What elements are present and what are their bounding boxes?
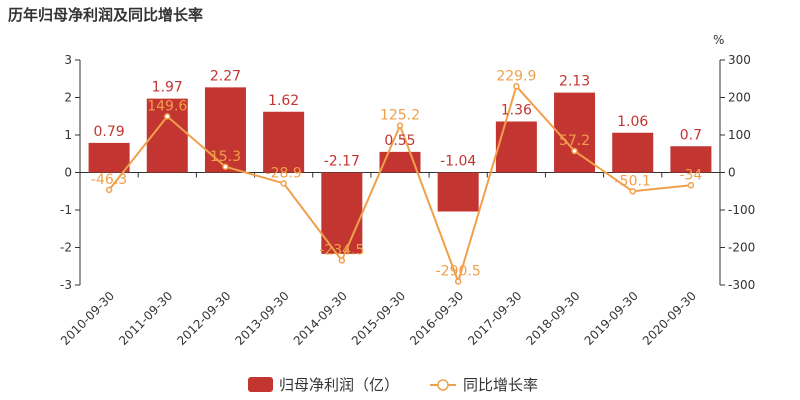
bar-value-label: 1.06 [617, 114, 648, 130]
bar-value-label: 1.62 [268, 93, 299, 109]
line-point [687, 182, 695, 189]
bar [146, 98, 188, 173]
x-axis-tick-label: 2017-09-30 [465, 289, 524, 348]
line-point [338, 257, 346, 264]
axes: 3 2 1 0 -1 -2 -3 300 200 100 0 -100 -200 -300 2010-09-… [58, 53, 755, 348]
right-axis-tick-label: 0 [728, 166, 736, 180]
chart-title: 历年归母净利润及同比增长率 [8, 6, 203, 24]
line-value-label: -234.5 [319, 242, 364, 258]
legend-bar-swatch [248, 377, 273, 392]
right-axis-tick-label: -200 [728, 241, 755, 255]
x-axis-tick-label: 2010-09-30 [58, 289, 117, 348]
x-axis-tick-label: 2018-09-30 [523, 289, 582, 348]
bar-value-label: 0.7 [680, 127, 702, 143]
line-point [280, 180, 287, 187]
bar [379, 151, 421, 173]
line-point [396, 122, 404, 129]
bar-value-label: 0.55 [384, 133, 415, 149]
left-axis-tick-label: -2 [60, 241, 72, 255]
right-axis-tick-label: -300 [728, 278, 755, 292]
right-axis-tick-label: 300 [728, 53, 751, 67]
data-labels: 0.79 1.97 2.27 1.62 -2.17 0.55 -1.04 1.36 2.13 1.… [91, 68, 702, 279]
x-axis-tick-label: 2014-09-30 [291, 289, 350, 348]
x-axis-tick-label: 2019-09-30 [582, 289, 641, 348]
line-point [629, 188, 636, 195]
legend-bar-label: 归母净利润（亿） [279, 376, 399, 394]
x-axis-tick-label: 2012-09-30 [174, 289, 233, 348]
left-axis-tick-label: -1 [60, 203, 72, 217]
line-value-label: 57.2 [559, 133, 590, 149]
line-value-label: -46.3 [91, 172, 127, 188]
left-axis-tick-label: 0 [64, 166, 72, 180]
line-value-label: 229.9 [496, 68, 536, 84]
x-axis-tick-label: 2011-09-30 [116, 289, 175, 348]
left-axis-tick-label: 1 [64, 128, 72, 142]
x-axis-tick-label: 2015-09-30 [349, 289, 408, 348]
bar-value-label: -2.17 [324, 154, 360, 170]
bar-value-label: 0.79 [94, 124, 125, 140]
legend-line-label: 同比增长率 [463, 376, 538, 394]
left-axis-tick-label: 2 [64, 91, 72, 105]
line-value-label: -28.9 [266, 165, 302, 181]
line-point [164, 113, 171, 120]
bar-value-label: 1.97 [152, 80, 183, 96]
line-value-label: -50.1 [615, 173, 651, 189]
line-value-label: 15.3 [210, 149, 241, 165]
right-axis-tick-label: 200 [728, 91, 751, 105]
bar [88, 142, 130, 173]
legend[interactable]: 归母净利润（亿） 同比增长率 [248, 376, 538, 394]
bar [554, 92, 596, 173]
line-value-label: -34 [679, 167, 702, 183]
bar [263, 111, 305, 173]
right-axis-tick-label: 100 [728, 128, 751, 142]
right-axis-unit: % [713, 33, 724, 47]
bar [495, 121, 537, 173]
line-point [571, 147, 578, 155]
line-point [222, 163, 229, 171]
bar-value-label: 2.13 [559, 74, 590, 90]
bar [204, 87, 246, 173]
x-axis-tick-label: 2013-09-30 [233, 289, 292, 348]
line-series [105, 83, 695, 285]
bar [612, 132, 654, 173]
bar-series [88, 87, 712, 254]
line-value-label: 149.6 [147, 98, 187, 114]
x-axis-tick-label: 2016-09-30 [407, 289, 466, 348]
right-axis-tick-label: -100 [728, 203, 755, 217]
legend-line-marker [437, 379, 449, 391]
bar [321, 172, 363, 254]
line-value-label: 125.2 [380, 108, 420, 124]
bar-value-label: 2.27 [210, 68, 241, 84]
left-axis-tick-label: 3 [64, 53, 72, 67]
line-point [454, 278, 462, 285]
left-axis-tick-label: -3 [60, 278, 72, 292]
x-axis-tick-label: 2020-09-30 [640, 289, 699, 348]
line-value-label: -290.5 [436, 263, 481, 279]
bar [437, 172, 479, 212]
line-point [105, 186, 113, 194]
bar-value-label: -1.04 [440, 154, 476, 170]
bar-value-label: 1.36 [501, 103, 532, 119]
bar [670, 146, 712, 173]
line-point [513, 83, 520, 90]
